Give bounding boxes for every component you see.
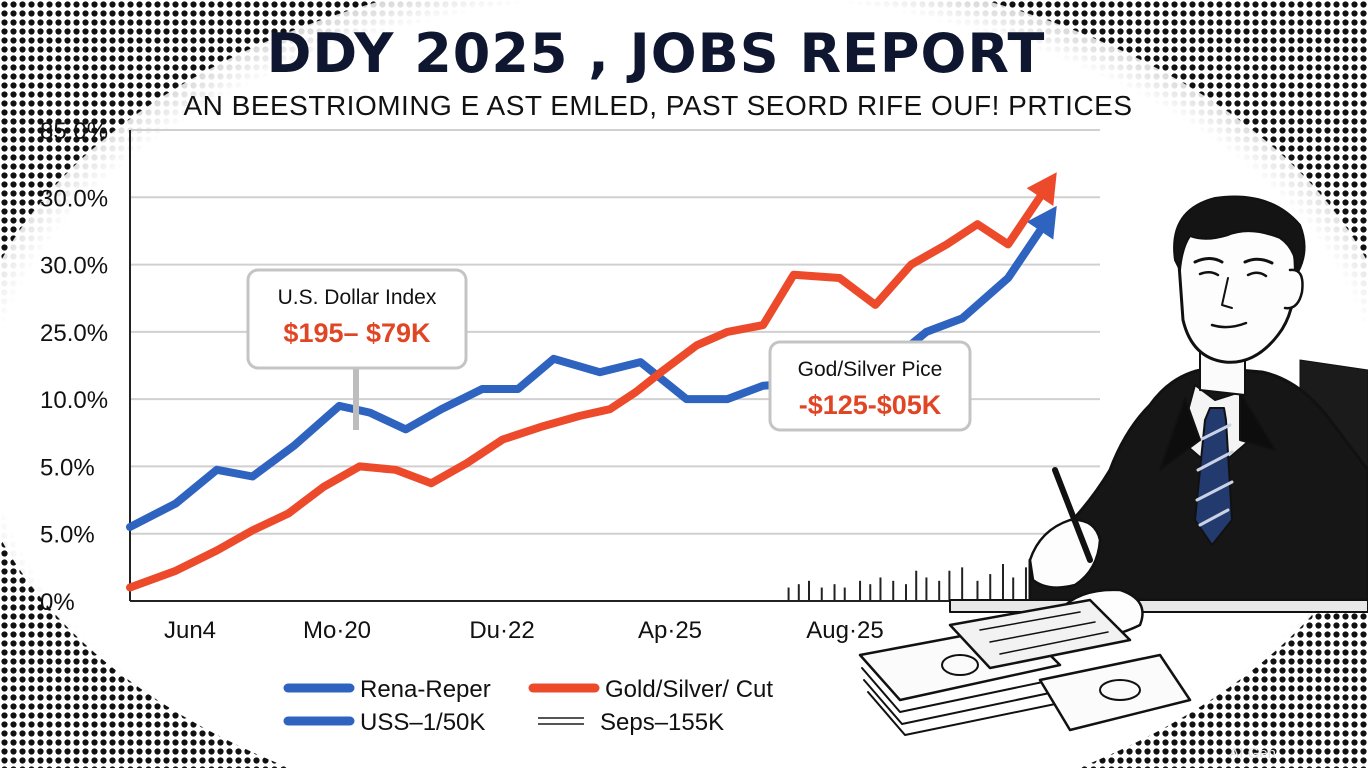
legend-item: Gold/Silver/ Cut <box>528 676 773 703</box>
legend-item: Rena-Reper <box>283 676 491 703</box>
y-tick-label: 25.0% <box>40 320 108 347</box>
y-tick-label: 5.0% <box>40 522 95 549</box>
legend-label: Gold/Silver/ Cut <box>605 676 773 703</box>
usd-callout: U.S. Dollar Index $195– $79K <box>246 268 468 430</box>
x-tick-label: Aug·25 <box>806 617 883 644</box>
page-subtitle: AN BEESTRIOMING E AST EMLED, PAST SEORD … <box>183 90 1133 121</box>
gold-callout: God/Silver Pice -$125-$05K <box>768 340 972 432</box>
y-tick-label: 30.0% <box>40 253 108 280</box>
page-title: DDY 2025 , JOBS REPORT <box>266 22 1046 85</box>
x-tick-label: Mo·20 <box>303 617 371 644</box>
x-tick-label: Jun4 <box>164 617 216 644</box>
series-arrowhead <box>1026 172 1057 207</box>
y-tick-label: 5.0% <box>40 454 95 481</box>
legend-label: Rena-Reper <box>360 676 491 703</box>
series-line-red <box>126 179 1053 592</box>
legend-label: Seps–155K <box>600 709 724 736</box>
y-tick-label: 0% <box>40 589 75 616</box>
callout-title: U.S. Dollar Index <box>278 286 437 309</box>
x-tick-label: Ap·25 <box>638 617 702 644</box>
series-arrowhead <box>1026 205 1057 240</box>
y-tick-label: 85.0% <box>40 118 108 145</box>
callout-value: $195– $79K <box>283 318 431 348</box>
callout-title: God/Silver Pice <box>798 358 943 381</box>
callout-value: -$125-$05K <box>799 390 942 420</box>
y-tick-label: 10.0% <box>40 387 108 414</box>
callout-box <box>768 340 972 432</box>
y-tick-label: 30.0% <box>40 185 108 212</box>
businessman-illustration <box>858 195 1368 736</box>
legend-label: USS–1/50K <box>360 709 485 736</box>
watermark: AI Gen <box>1229 745 1276 762</box>
legend-item: USS–1/50K <box>283 709 485 736</box>
legend-item: Seps–155K <box>538 709 724 736</box>
x-tick-label: Du·22 <box>469 617 534 644</box>
callout-box <box>246 268 468 370</box>
